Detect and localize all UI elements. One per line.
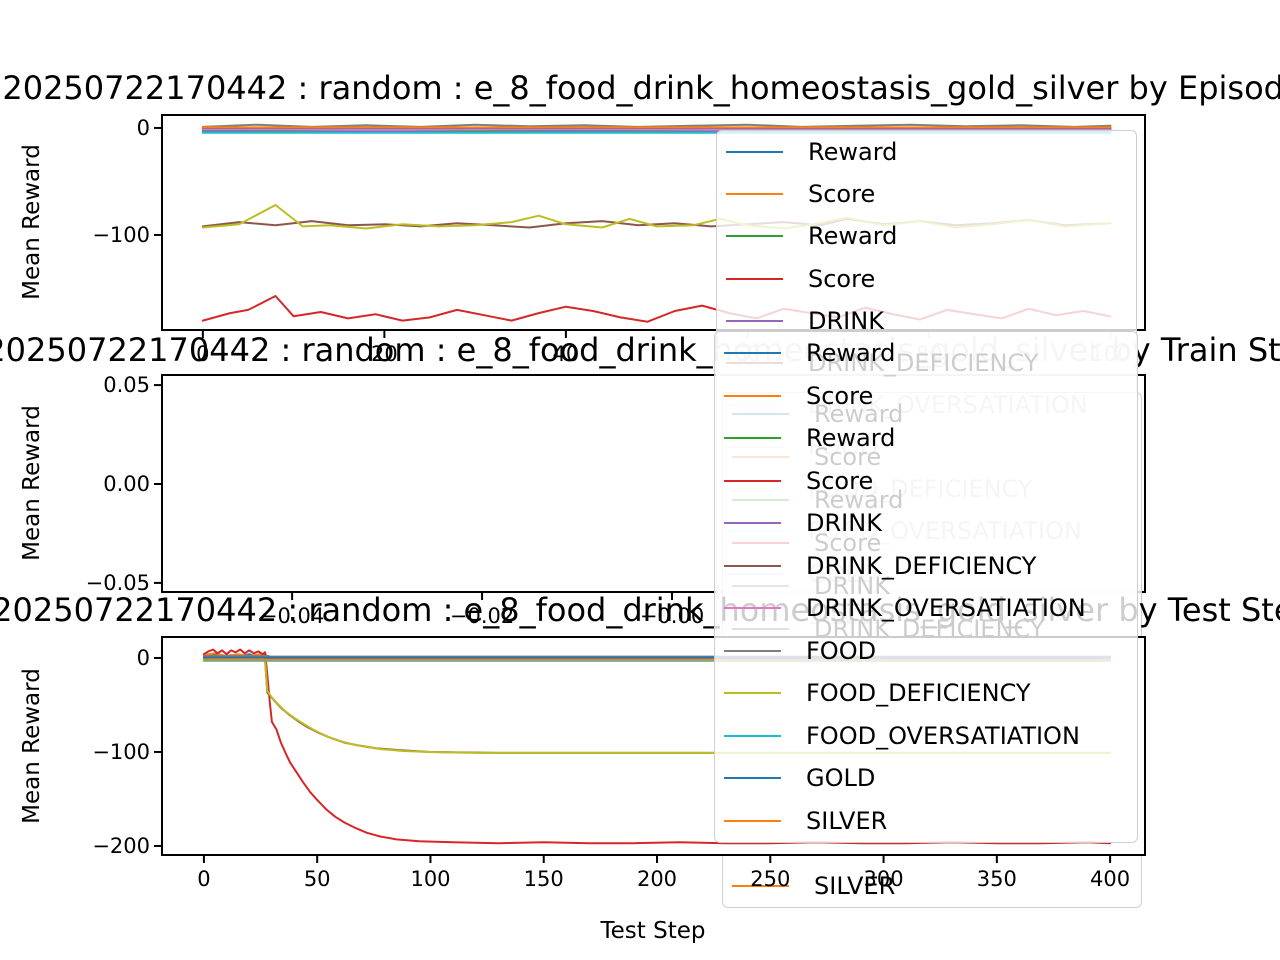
legend-test: Reward Score Reward Score DRINK DRINK_DEFICIE… [714, 331, 1138, 843]
legend-entry: Reward [717, 131, 1136, 173]
y-tick-label: 0 [136, 115, 150, 140]
y-tick-label: −100 [92, 739, 150, 764]
legend-entry: FOOD [715, 630, 1137, 673]
series-line-reward [201, 126, 1112, 130]
x-tick-label: 200 [636, 867, 678, 891]
legend-entry: FOOD_OVERSATIATION [715, 715, 1137, 758]
legend-label: Reward [808, 138, 898, 167]
legend-entry: Score [715, 460, 1137, 503]
test-xlabel: Test Step [600, 918, 706, 944]
series-line-food [201, 123, 1112, 128]
x-tick-label: −0.04 [259, 604, 325, 628]
legend-label: Reward [806, 424, 896, 453]
y-tick-label: 0.00 [103, 471, 150, 496]
x-tick-label: −0.02 [449, 604, 515, 628]
train-ylabel: Mean Reward [19, 405, 45, 561]
legend-label: FOOD_DEFICIENCY [806, 679, 1031, 708]
legend-entry: Score [717, 173, 1136, 215]
legend-entry: DRINK_DEFICIENCY [715, 545, 1137, 588]
episode-ylabel: Mean Reward [19, 144, 45, 300]
legend-entry: SILVER [715, 800, 1137, 843]
legend-entry: Score [715, 375, 1137, 418]
legend-color-sample [724, 734, 781, 737]
legend-entry: DRINK [715, 502, 1137, 545]
y-tick-label: −0.05 [85, 570, 150, 595]
legend-label: Score [806, 381, 874, 410]
legend-label: SILVER [814, 871, 896, 900]
legend-label: DRINK [806, 509, 882, 538]
legend-entry: DRINK_OVERSATIATION [715, 587, 1137, 630]
legend-label: Reward [808, 222, 898, 251]
legend-color-sample [726, 235, 783, 238]
legend-label: Score [808, 180, 876, 209]
legend-label: DRINK [808, 306, 884, 335]
x-tick-label: 50 [303, 867, 331, 891]
legend-color-sample [724, 352, 781, 355]
x-tick-label: 0 [196, 342, 210, 366]
legend-label: DRINK_OVERSATIATION [806, 594, 1086, 623]
legend-label: FOOD_OVERSATIATION [806, 721, 1080, 750]
y-tick-label: −100 [92, 222, 150, 247]
x-tick-label: 20 [371, 342, 398, 366]
legend-entry: DRINK [717, 300, 1136, 342]
episode-title: 20250722170442 : random : e_8_food_drink… [2, 69, 1280, 107]
legend-color-sample [724, 437, 781, 440]
legend-label: SILVER [806, 806, 888, 835]
legend-entry: Reward [715, 332, 1137, 375]
legend-color-sample [726, 277, 783, 280]
legend-color-sample [724, 564, 781, 567]
legend-color-sample [724, 819, 781, 822]
legend-entry: GOLD [715, 757, 1137, 800]
legend-label: DRINK_DEFICIENCY [806, 551, 1037, 580]
legend-entry: Reward [715, 417, 1137, 460]
legend-label: Score [808, 264, 876, 293]
x-tick-label: 0 [197, 867, 211, 891]
legend-color-sample [724, 394, 781, 397]
legend-entry: Score [717, 257, 1136, 299]
legend-color-sample [724, 522, 781, 525]
y-tick-label: 0 [136, 645, 150, 670]
legend-color-sample [726, 193, 783, 196]
legend-entry: FOOD_DEFICIENCY [715, 672, 1137, 715]
legend-color-sample [724, 692, 781, 695]
legend-entry: SILVER [723, 864, 1141, 907]
legend-color-sample [724, 607, 781, 610]
legend-entry: Reward [717, 215, 1136, 257]
y-tick-label: 0.05 [103, 373, 150, 398]
legend-color-sample [724, 777, 781, 780]
legend-label: Score [806, 466, 874, 495]
x-tick-label: 150 [523, 867, 564, 891]
legend-color-sample [724, 479, 781, 482]
x-tick-label: −0.00 [639, 604, 705, 628]
legend-label: Reward [806, 339, 896, 368]
legend-color-sample [724, 649, 781, 652]
test-ylabel: Mean Reward [19, 668, 45, 824]
legend-color-sample [732, 884, 789, 887]
x-tick-label: 40 [552, 342, 580, 366]
legend-label: FOOD [806, 636, 877, 665]
legend-color-sample [726, 151, 783, 154]
y-tick-label: −200 [92, 833, 150, 858]
legend-label: GOLD [806, 764, 876, 793]
legend-color-sample [726, 319, 783, 322]
x-tick-label: 100 [410, 867, 451, 891]
